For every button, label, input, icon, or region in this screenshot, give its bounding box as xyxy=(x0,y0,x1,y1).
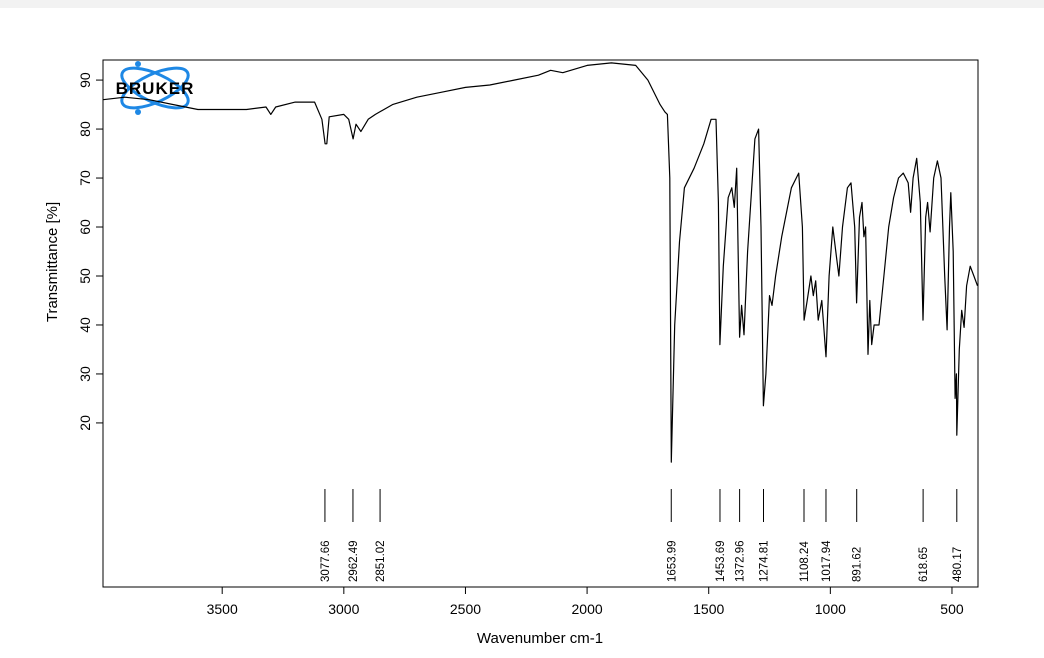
top-bar xyxy=(0,0,1044,8)
y-axis-label: Transmittance [%] xyxy=(44,202,61,322)
peak-label: 2962.49 xyxy=(348,540,360,582)
peak-label: 891.62 xyxy=(852,547,864,582)
y-tick-label: 30 xyxy=(77,366,93,382)
plot-frame xyxy=(102,59,979,588)
y-tick-label: 90 xyxy=(77,72,93,88)
x-tick-label: 2000 xyxy=(572,601,603,617)
logo-text: BRUKER xyxy=(116,79,195,98)
peak-label: 3077.66 xyxy=(320,540,332,582)
y-tick-label: 60 xyxy=(77,219,93,235)
peak-label: 1017.94 xyxy=(821,540,833,582)
peak-label: 480.17 xyxy=(952,547,964,582)
peak-label: 1653.99 xyxy=(666,540,678,582)
x-tick-label: 3000 xyxy=(328,601,359,617)
y-tick-label: 20 xyxy=(77,415,93,431)
peak-label: 1108.24 xyxy=(799,541,811,582)
x-tick-label: 2500 xyxy=(450,601,481,617)
y-tick-label: 70 xyxy=(77,170,93,186)
y-tick-label: 40 xyxy=(77,317,93,333)
logo: BRUKER xyxy=(116,61,195,115)
y-tick-label: 80 xyxy=(77,121,93,137)
peak-label: 1453.69 xyxy=(715,540,727,582)
x-tick-label: 1500 xyxy=(693,601,724,617)
x-axis-label: Wavenumber cm-1 xyxy=(477,630,603,647)
peak-label: 618.65 xyxy=(918,547,930,582)
x-tick-label: 1000 xyxy=(815,601,846,617)
x-tick-label: 3500 xyxy=(207,601,238,617)
spectrum-line xyxy=(102,62,979,463)
peak-label: 1372.96 xyxy=(735,540,747,582)
peak-label: 1274.81 xyxy=(758,540,770,582)
x-tick-label: 500 xyxy=(940,601,964,617)
peak-label: 2851.02 xyxy=(375,540,387,582)
y-tick-label: 50 xyxy=(77,268,93,284)
